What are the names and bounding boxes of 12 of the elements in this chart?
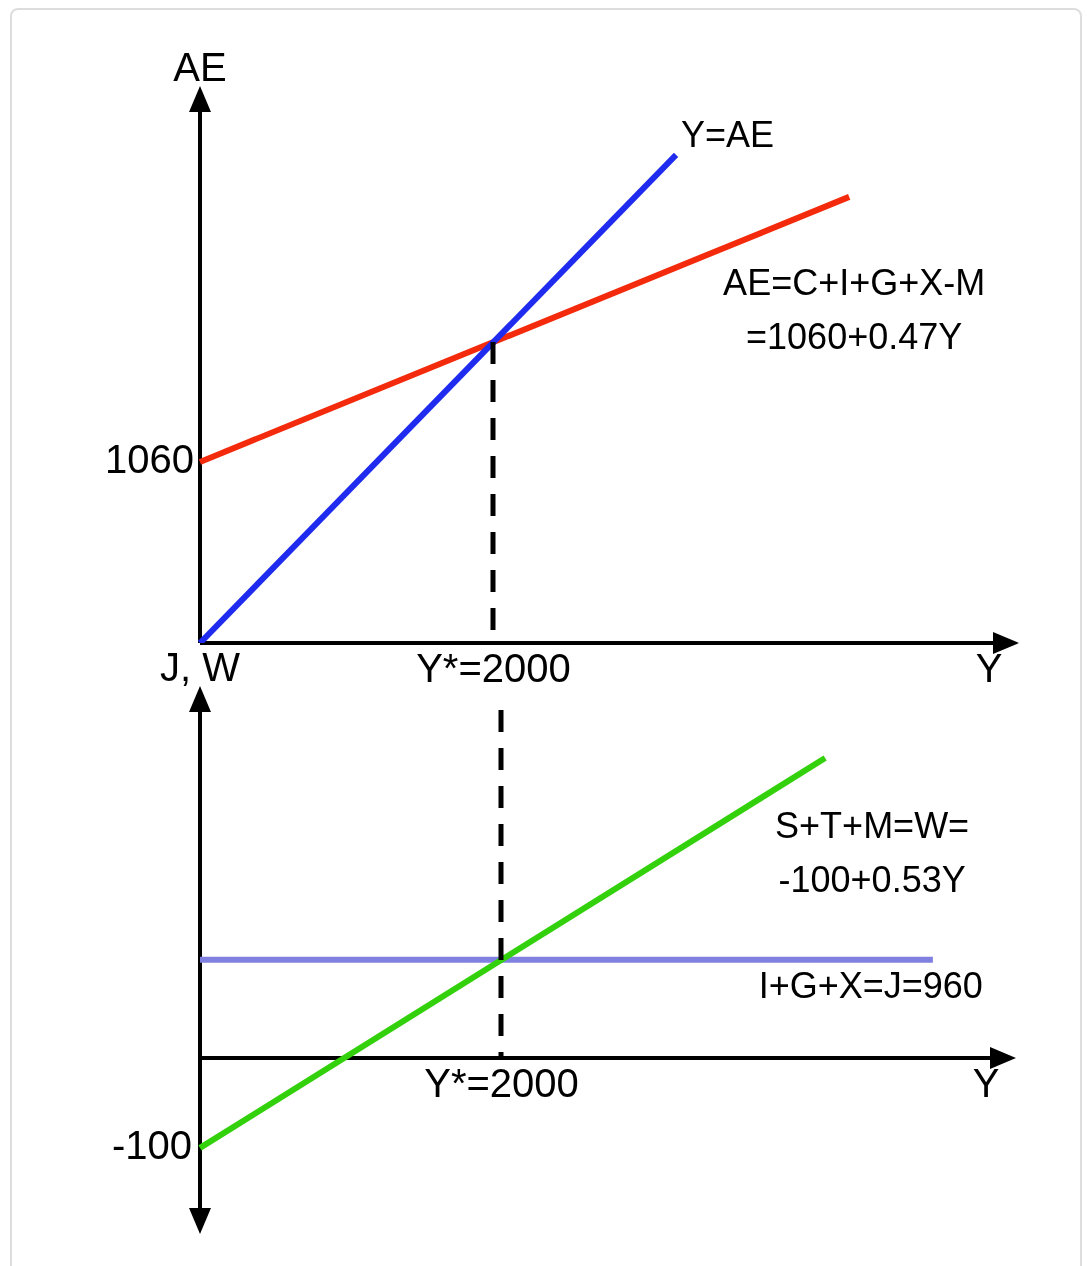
y-axis-title: J, W [160, 645, 241, 690]
series-label: AE=C+I+G+X-M =1060+0.47Y [723, 261, 986, 357]
y-axis-title: AE [173, 45, 227, 90]
series-label: Y=AE [681, 113, 775, 155]
annotation: Y*=2000 [424, 1060, 579, 1105]
series-label: S+T+M=W= -100+0.53Y [775, 804, 970, 900]
series-label: I+G+X=J=960 [758, 964, 983, 1006]
text: Y*=2000 [416, 646, 571, 691]
text: -100 [111, 1122, 192, 1167]
text: 1060 [105, 436, 194, 481]
x-axis-title: Y [972, 1060, 1000, 1105]
x-axis-title: Y [975, 646, 1003, 691]
